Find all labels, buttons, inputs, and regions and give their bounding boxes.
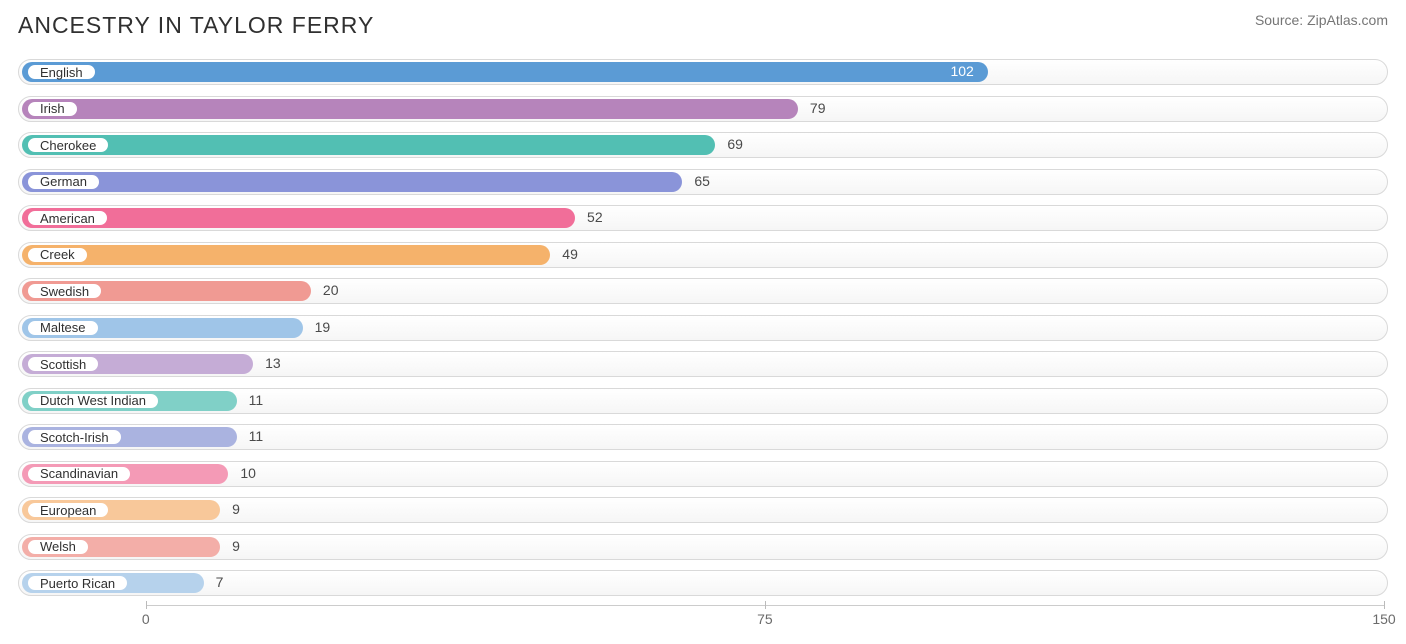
category-label: Scandinavian [40,466,118,481]
category-pill: Cherokee [26,136,110,154]
value-label: 65 [694,173,710,189]
value-label: 20 [323,282,339,298]
bar-row: Dutch West Indian 11 [18,386,1388,416]
value-label: 11 [249,392,264,408]
bar-row: Scottish 13 [18,349,1388,379]
category-pill: American [26,209,109,227]
axis-tick-label: 75 [757,611,773,627]
bar-fill [22,172,682,192]
category-pill: Scandinavian [26,465,132,483]
value-label: 9 [232,538,240,554]
value-label: 79 [810,100,826,116]
category-pill: German [26,173,101,191]
category-pill: Puerto Rican [26,574,129,592]
value-label: 69 [727,136,743,152]
bar-row: Swedish 20 [18,276,1388,306]
axis-tick [765,601,766,609]
category-label: Puerto Rican [40,576,115,591]
axis-tick-label: 150 [1372,611,1395,627]
category-label: German [40,174,87,189]
category-pill: Maltese [26,319,100,337]
value-label: 19 [315,319,331,335]
bar-row: American 52 [18,203,1388,233]
bar-track [18,497,1388,523]
category-label: English [40,65,83,80]
category-label: American [40,211,95,226]
category-label: Irish [40,101,65,116]
bar-fill [22,135,715,155]
bar-row: Welsh 9 [18,532,1388,562]
category-label: Welsh [40,539,76,554]
category-label: Scotch-Irish [40,430,109,445]
bar-row: Irish 79 [18,94,1388,124]
category-pill: Scotch-Irish [26,428,123,446]
category-label: Creek [40,247,75,262]
bar-row: European 9 [18,495,1388,525]
category-pill: Scottish [26,355,100,373]
value-label: 13 [265,355,281,371]
bar-row: English 102 [18,57,1388,87]
category-pill: English [26,63,97,81]
bar-row: German 65 [18,167,1388,197]
category-label: Dutch West Indian [40,393,146,408]
bar-fill [22,99,798,119]
axis-tick [1384,601,1385,609]
value-label: 11 [249,428,264,444]
axis-tick-label: 0 [142,611,150,627]
category-label: Scottish [40,357,86,372]
category-pill: Irish [26,100,79,118]
bar-row: Scotch-Irish 11 [18,422,1388,452]
bar-row: Creek 49 [18,240,1388,270]
bar-row: Puerto Rican 7 [18,568,1388,598]
bar-track [18,534,1388,560]
bar-row: Cherokee 69 [18,130,1388,160]
category-pill: Creek [26,246,89,264]
bar-row: Maltese 19 [18,313,1388,343]
bar-fill [22,62,988,82]
category-pill: European [26,501,110,519]
x-axis: 075150 [18,605,1388,633]
category-pill: Dutch West Indian [26,392,160,410]
value-label: 10 [240,465,256,481]
category-label: Swedish [40,284,89,299]
value-label: 102 [950,63,973,79]
value-label: 49 [562,246,578,262]
value-label: 9 [232,501,240,517]
chart-title: ANCESTRY IN TAYLOR FERRY [18,12,374,39]
category-label: European [40,503,96,518]
category-label: Maltese [40,320,86,335]
value-label: 52 [587,209,603,225]
axis-tick [146,601,147,609]
bar-track [18,570,1388,596]
bar-row: Scandinavian 10 [18,459,1388,489]
chart-source: Source: ZipAtlas.com [1255,12,1388,28]
bar-chart: English102Irish79Cherokee69German65Ameri… [18,57,1388,633]
bar-fill [22,245,550,265]
category-label: Cherokee [40,138,96,153]
value-label: 7 [216,574,224,590]
category-pill: Welsh [26,538,90,556]
category-pill: Swedish [26,282,103,300]
